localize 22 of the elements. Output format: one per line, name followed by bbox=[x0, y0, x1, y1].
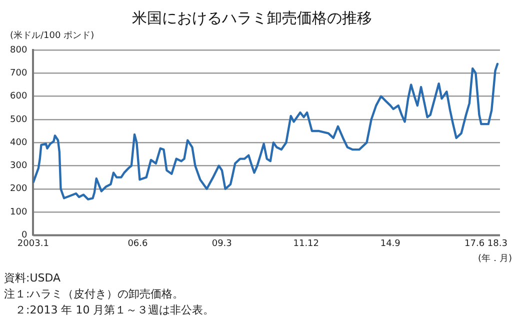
x-tick-label: 17.6 bbox=[464, 238, 485, 249]
y-tick-label: 500 bbox=[10, 114, 28, 125]
x-tick-label: 06.6 bbox=[128, 238, 148, 249]
text: 注１:ハラミ（皮付き）の卸売価格。 bbox=[4, 287, 184, 300]
x-tick-label: 14.9 bbox=[380, 238, 401, 249]
y-tick-label: 600 bbox=[10, 92, 28, 102]
x-tick-label: 11.12 bbox=[293, 238, 319, 249]
y-axis-title: (米ドル/100 ポンド) bbox=[10, 30, 94, 41]
y-tick-label: 400 bbox=[10, 138, 28, 148]
y-tick-label: 800 bbox=[10, 45, 28, 56]
y-tick-label: 100 bbox=[10, 207, 28, 218]
x-axis-title: (年．月) bbox=[478, 252, 512, 264]
x-tick-label: 2003.1 bbox=[17, 238, 49, 249]
x-tick-label: 09.3 bbox=[212, 238, 232, 249]
x-tick-label: 18.3 bbox=[487, 238, 508, 249]
chart-title: 米国におけるハラミ卸売価格の推移 bbox=[132, 8, 372, 27]
y-tick-label: 200 bbox=[10, 184, 28, 194]
y-tick-label: 700 bbox=[10, 68, 28, 78]
y-tick-label: 0 bbox=[21, 230, 28, 241]
text: 資料:USDA bbox=[4, 271, 62, 284]
text: ２:2013 年 10 月第１～３週は非公表。 bbox=[4, 303, 214, 316]
y-tick-label: 300 bbox=[10, 161, 28, 172]
